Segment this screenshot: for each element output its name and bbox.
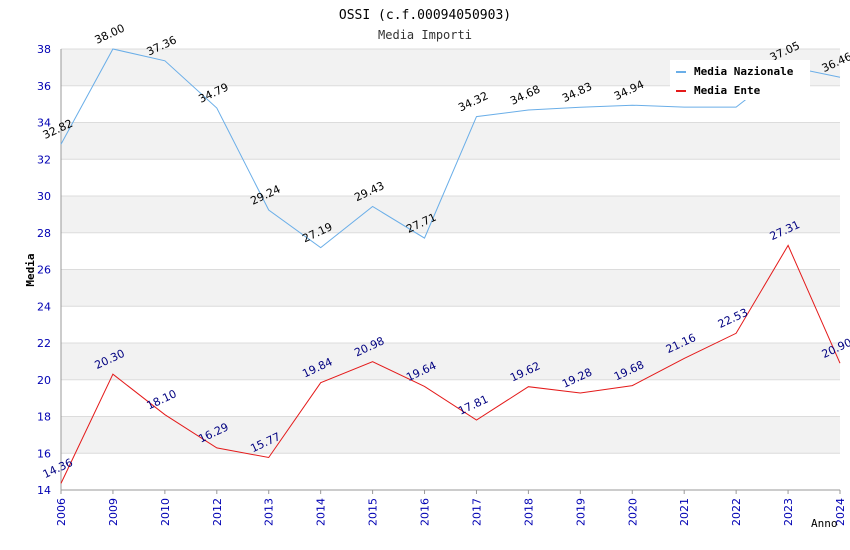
y-tick-label-28: 28 [37, 227, 51, 240]
chart-title: OSSI (c.f.00094050903) [339, 8, 511, 23]
background-bands [61, 49, 840, 490]
y-tick-label-32: 32 [37, 153, 51, 166]
x-tick-label-2010: 2010 [159, 498, 172, 526]
axes [60, 49, 841, 494]
legend-label-media-ente: Media Ente [694, 84, 761, 97]
x-tick-label-2014: 2014 [315, 498, 328, 526]
y-tick-label-14: 14 [37, 484, 51, 497]
y-tick-label-24: 24 [37, 300, 51, 313]
background-band [61, 269, 840, 307]
y-tick-labels: 14 16 18 20 22 24 26 28 30 32 34 36 38 [37, 43, 51, 497]
background-band [61, 379, 840, 417]
y-tick-label-18: 18 [37, 411, 51, 424]
y-tick-label-16: 16 [37, 447, 51, 460]
y-tick-label-36: 36 [37, 80, 51, 93]
y-tick-label-38: 38 [37, 43, 51, 56]
series-lines [60, 48, 841, 484]
x-tick-label-2016: 2016 [419, 498, 432, 526]
x-tick-label-2021: 2021 [678, 498, 691, 526]
background-band [61, 453, 840, 490]
x-tick-label-2019: 2019 [574, 498, 587, 526]
background-band [61, 343, 840, 380]
x-tick-label-2022: 2022 [730, 498, 743, 526]
background-band [61, 416, 840, 454]
legend-label-media-nazionale: Media Nazionale [694, 65, 794, 78]
background-band [61, 122, 840, 160]
x-tick-label-2020: 2020 [626, 498, 639, 526]
chart-subtitle: Media Importi [378, 28, 472, 42]
x-tick-label-2013: 2013 [263, 498, 276, 526]
y-tick-label-22: 22 [37, 337, 51, 350]
x-tick-label-2017: 2017 [470, 498, 483, 526]
background-band [61, 196, 840, 233]
series-line-media-nazionale [60, 48, 841, 249]
x-tick-label-2012: 2012 [211, 498, 224, 526]
x-tick-label-2024: 2024 [834, 498, 847, 526]
x-tick-label-2006: 2006 [55, 498, 68, 526]
y-tick-label-30: 30 [37, 190, 51, 203]
x-tick-label-2018: 2018 [522, 498, 535, 526]
legend: Media Nazionale Media Ente [670, 60, 810, 100]
background-band [61, 306, 840, 343]
data-label-media-nazionale-2009: 38.00 [93, 22, 127, 47]
y-tick-label-34: 34 [37, 117, 51, 130]
x-tick-labels: 2006 2009 2010 2012 2013 2014 2015 2016 2017 2018… [55, 498, 847, 526]
background-band [61, 232, 840, 270]
x-tick-label-2015: 2015 [367, 498, 380, 526]
x-axis-label: Anno [811, 517, 838, 530]
y-tick-label-26: 26 [37, 264, 51, 277]
series-line-media-ente [60, 244, 841, 484]
x-tick-label-2009: 2009 [107, 498, 120, 526]
y-axis-label: Media [24, 253, 37, 286]
y-tick-label-20: 20 [37, 374, 51, 387]
x-tick-label-2023: 2023 [782, 498, 795, 526]
